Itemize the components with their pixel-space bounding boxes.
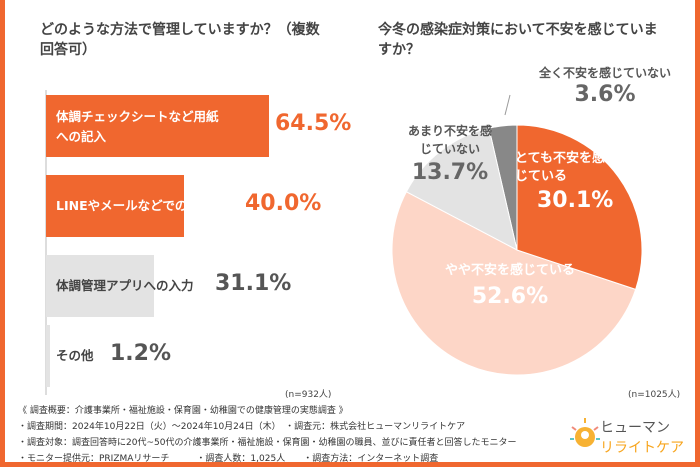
footer-line: ・モニター提供元：PRIZMAリサーチ ・調査人数：1,025人 ・調査方法：イ… [18, 454, 439, 464]
pie-n: (n=1025人) [628, 390, 681, 400]
pie-label-3: 全く不安を感じていない 3.6% [538, 66, 671, 107]
pie-slice [516, 124, 643, 291]
bar-label: LINEやメールなどでの報告 [56, 198, 213, 213]
footer-line: ・調査期間：2024年10月22日（火）～2024年10月24日（木） ・調査元… [18, 422, 466, 432]
bar-value: 1.2% [110, 341, 172, 366]
pie-label-0: とても不安を感じている 30.1% [515, 151, 614, 213]
footer-line: 《 調査概要：介護事業所・福祉施設・保育園・幼稚園での健康管理の実態調査 》 [18, 406, 348, 416]
leader-line [504, 94, 511, 116]
pie-label-1: やや不安を感じている 52.6% [444, 263, 575, 309]
pie-label-2: あまり不安を感じていない 13.7% [407, 124, 492, 185]
pie-chart-title: 今冬の感染症対策において不安を感じていますか？ [378, 22, 658, 58]
bar-label: 体調チェックシートなど用紙への記入 [56, 109, 219, 144]
bar-value: 64.5% [275, 111, 352, 136]
pie-slice [405, 127, 518, 251]
footer-line: ・調査対象：調査回答時に20代~50代の介護事業所・福祉施設・保育園・幼稚園の職… [18, 438, 517, 448]
bar [46, 255, 154, 317]
bar [46, 325, 51, 387]
pie-slice [391, 191, 637, 376]
bar-label: 体調管理アプリへの入力 [56, 278, 194, 293]
bar-value: 31.1% [215, 271, 292, 296]
logo-bulb-icon [570, 418, 600, 447]
bar-label: その他 [56, 348, 94, 363]
bar-axis [45, 90, 47, 395]
bar-chart-title: どのような方法で管理していますか？（複数回答可） [40, 22, 320, 58]
logo: ヒューマン リライトケア [568, 415, 688, 460]
bar [46, 175, 185, 237]
bar-value: 40.0% [245, 191, 322, 216]
bar [46, 95, 270, 157]
bar-n: (n=932人) [285, 390, 332, 400]
